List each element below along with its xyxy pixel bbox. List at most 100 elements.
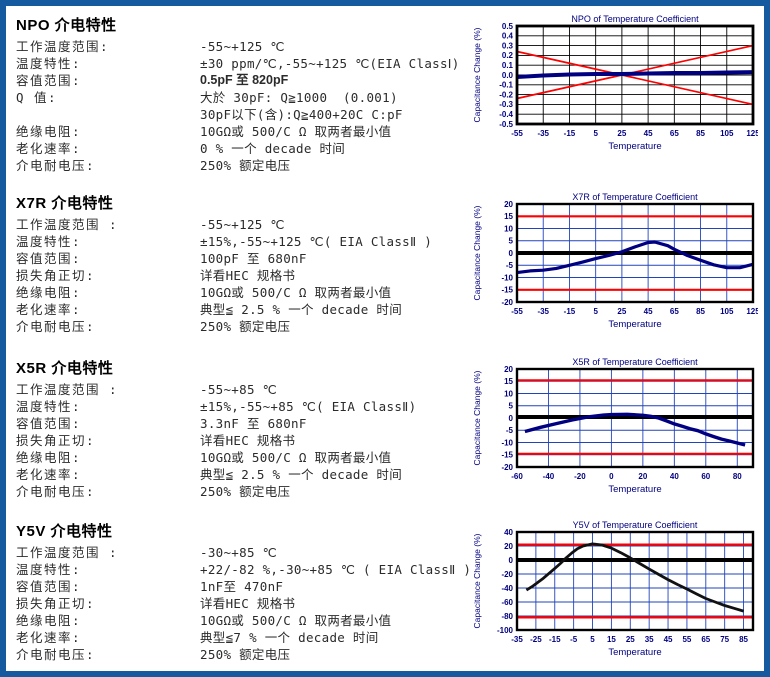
svg-text:Capacitance Change (%): Capacitance Change (%) <box>472 370 482 465</box>
svg-text:-80: -80 <box>501 612 513 621</box>
spec-value: 3.3nF 至 680nF <box>200 416 307 431</box>
spec-row: 绝缘电阻: 10GΩ或 500/C Ω 取两者最小值 <box>16 123 472 140</box>
svg-text:45: 45 <box>644 129 653 138</box>
svg-text:5: 5 <box>593 307 598 316</box>
spec-row: 温度特性: +22/-82 %,-30~+85 ℃ ( EIA ClassⅡ ) <box>16 561 472 578</box>
svg-text:45: 45 <box>664 635 673 644</box>
svg-text:65: 65 <box>701 635 710 644</box>
svg-text:Capacitance Change (%): Capacitance Change (%) <box>472 533 482 628</box>
spec-label: Q 值: <box>16 90 58 105</box>
spec-label: 介电耐电压: <box>16 647 96 662</box>
spec-value: -55~+125 ℃ <box>200 217 285 232</box>
svg-text:Capacitance Change (%): Capacitance Change (%) <box>472 205 482 300</box>
spec-label: 介电耐电压: <box>16 319 96 334</box>
spec-value: 100pF 至 680nF <box>200 251 307 266</box>
spec-value: 250% 额定电压 <box>200 319 291 334</box>
svg-text:10: 10 <box>504 224 513 233</box>
spec-row: 容值范围: 100pF 至 680nF <box>16 250 472 267</box>
spec-row: 老化速率: 典型≦7 % 一个 decade 时间 <box>16 629 472 646</box>
svg-text:125: 125 <box>746 129 758 138</box>
svg-text:85: 85 <box>696 129 705 138</box>
svg-text:80: 80 <box>733 472 742 481</box>
spec-value: 10GΩ或 500/C Ω 取两者最小值 <box>200 613 392 628</box>
svg-text:Capacitance Change (%): Capacitance Change (%) <box>472 27 482 122</box>
spec-label: 温度特性: <box>16 399 82 414</box>
svg-text:0.1: 0.1 <box>502 61 514 70</box>
svg-text:Temperature: Temperature <box>608 484 661 495</box>
spec-value: 250% 额定电压 <box>200 484 291 499</box>
spec-label: 容值范围: <box>16 251 82 266</box>
svg-text:Y5V of Temperature Coefficien: Y5V of Temperature Coefficient <box>573 520 698 530</box>
svg-text:-5: -5 <box>506 426 514 435</box>
svg-text:25: 25 <box>626 635 635 644</box>
svg-text:35: 35 <box>645 635 654 644</box>
svg-text:65: 65 <box>670 307 679 316</box>
svg-text:105: 105 <box>720 307 734 316</box>
spec-row: 老化速率: 典型≦ 2.5 % 一个 decade 时间 <box>16 301 472 318</box>
svg-text:0.4: 0.4 <box>502 32 514 41</box>
npo-spec-text: NPO 介电特性 工作温度范围: -55~+125 ℃ 温度特性: ±30 ppm/℃… <box>16 12 472 174</box>
npo-chart: NPO of Temperature Coefficient 0.5 0.4 0.3 0… <box>472 13 760 163</box>
svg-text:75: 75 <box>720 635 729 644</box>
svg-text:-35: -35 <box>537 307 549 316</box>
section-title-y5v: Y5V 介电特性 <box>16 523 113 540</box>
spec-label: 容值范围: <box>16 73 82 88</box>
spec-value: 典型≦7 % 一个 decade 时间 <box>200 630 379 645</box>
npo-spec-rows: 工作温度范围: -55~+125 ℃ 温度特性: ±30 ppm/℃,-55~+125… <box>16 38 472 174</box>
spec-label: 容值范围: <box>16 416 82 431</box>
section-npo: NPO 介电特性 工作温度范围: -55~+125 ℃ 温度特性: ±30 ppm/℃… <box>16 12 760 190</box>
svg-text:Temperature: Temperature <box>608 141 661 152</box>
svg-text:-35: -35 <box>511 635 523 644</box>
svg-text:15: 15 <box>504 212 513 221</box>
svg-text:-5: -5 <box>570 635 578 644</box>
svg-text:-100: -100 <box>497 626 514 635</box>
spec-label: 绝缘电阻: <box>16 450 82 465</box>
spec-row: 温度特性: ±15%,-55~+125 ℃( EIA ClassⅡ ) <box>16 233 472 250</box>
svg-text:85: 85 <box>696 307 705 316</box>
svg-text:-40: -40 <box>543 472 555 481</box>
svg-text:0: 0 <box>509 249 514 258</box>
svg-text:0: 0 <box>509 414 514 423</box>
spec-value: 1nF至 470nF <box>200 579 284 594</box>
spec-row: 绝缘电阻: 10GΩ或 500/C Ω 取两者最小值 <box>16 449 472 466</box>
x7r-chart: X7R of Temperature Coefficient 20 15 10 5 0 -5… <box>472 191 760 341</box>
spec-label: 老化速率: <box>16 141 82 156</box>
svg-text:55: 55 <box>682 635 691 644</box>
x5r-spec-rows: 工作温度范围 : -55~+85 ℃ 温度特性: ±15%,-55~+85 ℃( EI… <box>16 381 472 500</box>
y5v-temperature-coefficient-chart: Y5V of Temperature Coefficient 40 20 0 -20 -4… <box>472 520 755 658</box>
spec-value: -55~+85 ℃ <box>200 382 277 397</box>
svg-text:-0.2: -0.2 <box>499 90 513 99</box>
spec-value: -55~+125 ℃ <box>200 39 285 54</box>
spec-row: 温度特性: ±30 ppm/℃,-55~+125 ℃(EIA ClassⅠ) <box>16 55 472 72</box>
spec-value: 10GΩ或 500/C Ω 取两者最小值 <box>200 450 392 465</box>
spec-row: 老化速率: 典型≦ 2.5 % 一个 decade 时间 <box>16 466 472 483</box>
svg-text:40: 40 <box>504 528 513 537</box>
spec-row: 容值范围: 1nF至 470nF <box>16 578 472 595</box>
spec-label: 工作温度范围: <box>16 39 110 54</box>
svg-text:20: 20 <box>504 542 513 551</box>
svg-text:X7R of Temperature Coefficien: X7R of Temperature Coefficient <box>572 192 698 202</box>
spec-label: 温度特性: <box>16 234 82 249</box>
spec-row: 工作温度范围 : -55~+125 ℃ <box>16 216 472 233</box>
spec-row: 损失角正切: 详看HEC 规格书 <box>16 267 472 284</box>
svg-text:-40: -40 <box>501 584 513 593</box>
spec-row: 工作温度范围 : -30~+85 ℃ <box>16 544 472 561</box>
svg-text:15: 15 <box>607 635 616 644</box>
x7r-spec-rows: 工作温度范围 : -55~+125 ℃ 温度特性: ±15%,-55~+125 ℃( … <box>16 216 472 335</box>
spec-value: ±15%,-55~+125 ℃( EIA ClassⅡ ) <box>200 234 433 249</box>
svg-text:-15: -15 <box>549 635 561 644</box>
spec-label: 绝缘电阻: <box>16 613 82 628</box>
spec-label: 介电耐电压: <box>16 484 96 499</box>
y5v-chart: Y5V of Temperature Coefficient 40 20 0 -20 -4… <box>472 519 760 669</box>
spec-value: ±15%,-55~+85 ℃( EIA ClassⅡ) <box>200 399 417 414</box>
spec-label: 温度特性: <box>16 562 82 577</box>
spec-value: +22/-82 %,-30~+85 ℃ ( EIA ClassⅡ ) <box>200 562 472 577</box>
svg-text:-0.4: -0.4 <box>499 110 513 119</box>
svg-text:5: 5 <box>593 129 598 138</box>
svg-text:-20: -20 <box>501 298 513 307</box>
spec-row: 介电耐电压: 250% 额定电压 <box>16 318 472 335</box>
spec-value: 详看HEC 规格书 <box>200 596 296 611</box>
svg-text:5: 5 <box>590 635 595 644</box>
svg-text:-15: -15 <box>564 129 576 138</box>
spec-row: 容值范围: 0.5pF 至 820pF <box>16 72 472 89</box>
